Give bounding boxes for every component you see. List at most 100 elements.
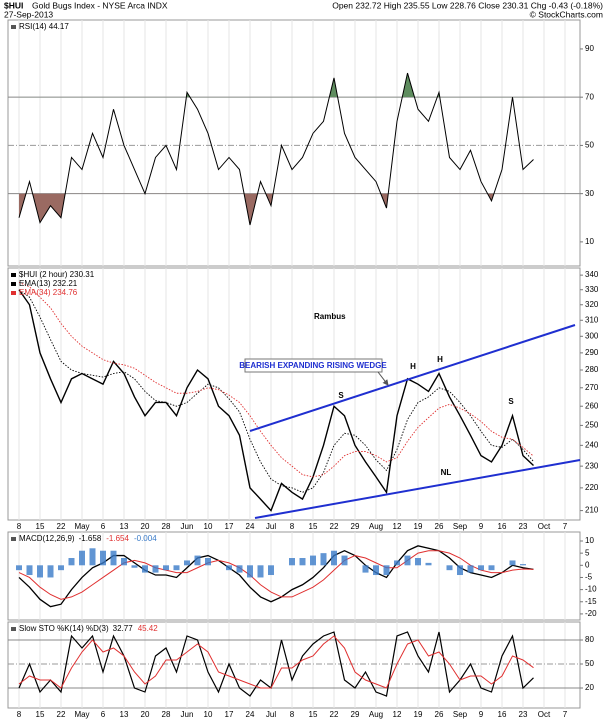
x-tick-label: 6 (101, 710, 106, 719)
shoulder-label: S (338, 391, 344, 400)
panel-label: MACD(12,26,9) (19, 534, 75, 543)
x-tick-label: May (74, 710, 89, 719)
legend-swatch (11, 291, 16, 295)
histogram-bar (341, 555, 348, 566)
x-tick-label: 8 (17, 522, 22, 531)
histogram-bar (37, 565, 43, 578)
x-tick-label: 16 (498, 710, 507, 719)
histogram-bar (173, 565, 180, 571)
histogram-bar (163, 565, 169, 571)
histogram-bar (415, 558, 421, 566)
x-tick-label: 23 (519, 522, 528, 531)
y-tick-label: 280 (585, 365, 599, 374)
x-tick-label: 24 (246, 522, 255, 531)
histogram-bar (383, 565, 390, 576)
legend-swatch (11, 282, 16, 286)
series-line (18, 550, 534, 600)
x-tick-label: 19 (414, 522, 423, 531)
histogram-bar (16, 565, 22, 571)
histogram-bar (121, 558, 127, 566)
x-tick-label: 26 (435, 522, 444, 531)
legend-swatch (11, 273, 16, 277)
histogram-bar (194, 555, 201, 566)
panel-label: RSI(14) 44.17 (19, 22, 69, 31)
y-tick-label: 220 (585, 483, 599, 492)
x-tick-label: 15 (36, 522, 45, 531)
histogram-bar (47, 565, 54, 578)
x-tick-label: 8 (290, 522, 295, 531)
x-tick-label: 15 (36, 710, 45, 719)
x-tick-label: 13 (120, 710, 129, 719)
wedge-lower (254, 459, 581, 519)
x-tick-label: 28 (162, 710, 171, 719)
histogram-bar (79, 550, 85, 566)
x-tick-label: 22 (330, 710, 339, 719)
head-label: H (410, 362, 416, 371)
x-tick-label: May (74, 522, 89, 531)
histogram-bar (394, 560, 400, 566)
histogram-bar (404, 555, 411, 566)
legend-label: -1.654 (106, 534, 129, 543)
panel-frame (7, 621, 581, 709)
histogram-bar (26, 565, 33, 576)
histogram-bar (320, 553, 327, 566)
panel (8, 20, 580, 266)
x-tick-label: Oct (538, 522, 551, 531)
x-tick-label: Jul (266, 710, 276, 719)
histogram-bar (184, 560, 190, 566)
x-tick-label: 15 (309, 710, 318, 719)
x-tick-label: 26 (435, 710, 444, 719)
histogram-bar (373, 565, 379, 576)
histogram-bar (142, 565, 148, 573)
index-name: Gold Bugs Index - NYSE Arca INDX (32, 0, 168, 10)
x-tick-label: 7 (563, 522, 568, 531)
legend-swatch (11, 627, 16, 631)
legend-label: -0.004 (134, 534, 157, 543)
y-tick-label: 320 (585, 300, 599, 309)
y-tick-label: 30 (585, 189, 594, 198)
histogram-bar (289, 558, 295, 566)
y-tick-label: 300 (585, 331, 599, 340)
histogram-bar (467, 565, 474, 573)
x-tick-label: Oct (538, 710, 551, 719)
x-tick-label: 10 (204, 522, 213, 531)
x-tick-label: 13 (120, 522, 129, 531)
y-tick-label: 10 (585, 536, 594, 545)
y-tick-label: 310 (585, 315, 599, 324)
wedge-upper (249, 324, 576, 432)
x-tick-label: 23 (519, 710, 528, 719)
y-tick-label: -20 (585, 609, 597, 618)
symbol: $HUI (4, 0, 23, 10)
histogram-bar (488, 565, 495, 571)
y-tick-label: 250 (585, 421, 599, 430)
y-tick-label: 260 (585, 401, 599, 410)
x-tick-label: Sep (453, 522, 468, 531)
panel-label: Slow STO %K(14) %D(3) (19, 624, 109, 633)
x-tick-label: 29 (351, 522, 360, 531)
shoulder-label: S (508, 397, 514, 406)
histogram-bar (478, 565, 484, 571)
pattern-box (244, 358, 383, 373)
histogram-bar (520, 564, 526, 566)
x-tick-label: 7 (563, 710, 568, 719)
legend-label: EMA(34) 234.76 (19, 288, 78, 297)
histogram-bar (331, 550, 337, 566)
y-tick-label: 270 (585, 383, 599, 392)
legend-label: 45.42 (138, 624, 159, 633)
y-tick-label: 330 (585, 285, 599, 294)
histogram-bar (205, 558, 211, 566)
histogram-bar (58, 565, 64, 571)
series-line (18, 631, 534, 697)
credit: © StockCharts.com (530, 9, 603, 19)
x-tick-label: 22 (57, 522, 66, 531)
author: Rambus (314, 312, 346, 321)
x-tick-label: 22 (330, 522, 339, 531)
y-tick-label: 80 (585, 635, 594, 644)
x-tick-label: 10 (204, 710, 213, 719)
histogram-bar (152, 565, 159, 573)
y-tick-label: 10 (585, 237, 594, 246)
x-tick-label: 20 (141, 522, 150, 531)
series-line (18, 72, 534, 226)
x-tick-label: Jun (181, 710, 194, 719)
